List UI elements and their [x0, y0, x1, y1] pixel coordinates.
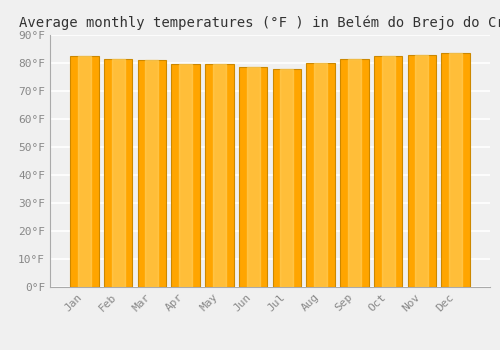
Bar — [314, 63, 327, 287]
Bar — [449, 53, 462, 287]
Bar — [442, 53, 470, 287]
Bar — [146, 60, 158, 287]
Bar — [112, 59, 124, 287]
Bar — [280, 69, 293, 287]
Bar — [246, 67, 260, 287]
Bar — [138, 60, 166, 287]
Title: Average monthly temperatures (°F ) in Belém do Brejo do Cruz: Average monthly temperatures (°F ) in Be… — [19, 15, 500, 30]
Bar — [306, 63, 335, 287]
Bar — [340, 59, 368, 287]
Bar — [348, 59, 361, 287]
Bar — [374, 56, 402, 287]
Bar — [382, 56, 394, 287]
Bar — [408, 55, 436, 287]
Bar — [78, 56, 91, 287]
Bar — [172, 64, 200, 287]
Bar — [272, 69, 301, 287]
Bar — [205, 64, 234, 287]
Bar — [179, 64, 192, 287]
Bar — [70, 56, 98, 287]
Bar — [416, 55, 428, 287]
Bar — [239, 67, 268, 287]
Bar — [213, 64, 226, 287]
Bar — [104, 59, 132, 287]
